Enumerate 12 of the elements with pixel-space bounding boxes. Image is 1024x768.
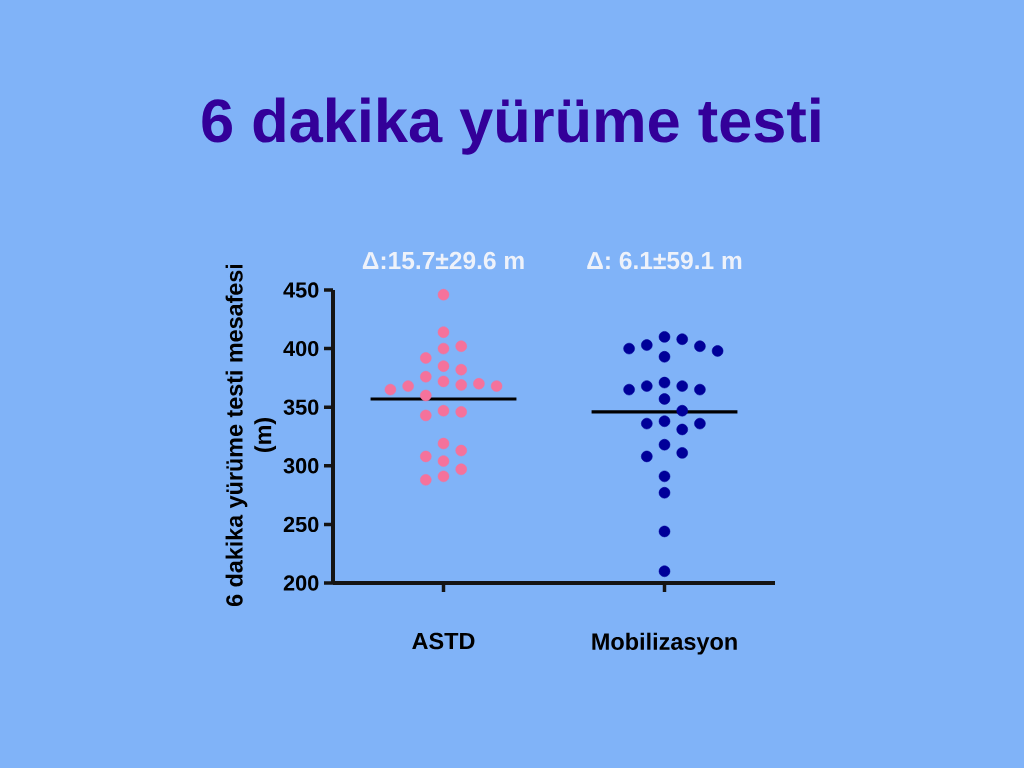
y-tick-label: 350 — [283, 399, 319, 415]
x-tick-label: Mobilizasyon — [592, 632, 737, 655]
y-tick-label: 450 — [283, 282, 319, 298]
text: Δ: 6.1±59.1 m — [587, 251, 742, 270]
text: Δ:15.7±29.6 m — [362, 251, 524, 270]
y-axis-title: 6 dakika yürüme testi mesafesi (m) — [225, 264, 277, 607]
x-tick-label: ASTD — [412, 632, 475, 650]
y-tick-label: 250 — [283, 516, 319, 533]
y-tick-label: 300 — [283, 458, 319, 474]
y-tick-label: 400 — [283, 340, 319, 357]
y-tick-label: 200 — [283, 575, 319, 591]
chart-title: 6 dakika yürüme testi — [202, 97, 820, 155]
